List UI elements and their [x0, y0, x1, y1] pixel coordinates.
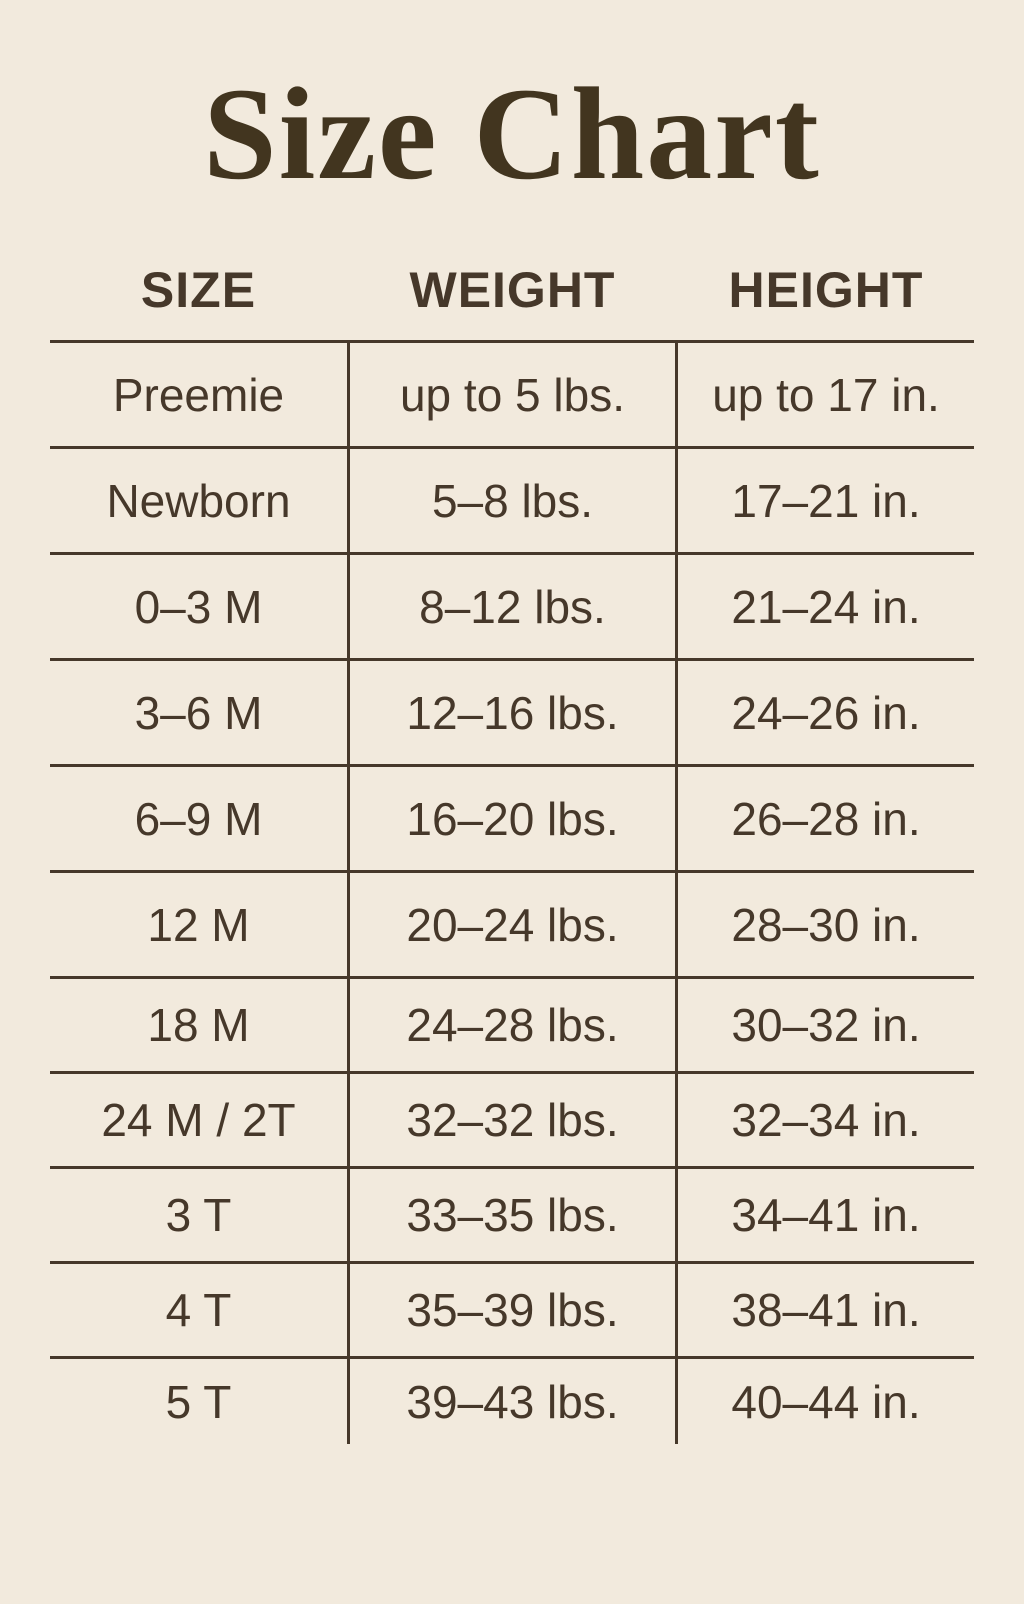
height-cell: 26–28 in. [731, 792, 921, 845]
table-row: Newborn 5–8 lbs. 17–21 in. [50, 446, 974, 552]
column-header-height: HEIGHT [728, 262, 924, 318]
size-cell: 12 M [147, 898, 250, 951]
table-row: 6–9 M 16–20 lbs. 26–28 in. [50, 764, 974, 870]
weight-cell: up to 5 lbs. [347, 343, 678, 446]
column-header-weight: WEIGHT [409, 262, 616, 318]
table-row: 3 T 33–35 lbs. 34–41 in. [50, 1166, 974, 1261]
height-cell: 28–30 in. [731, 898, 921, 951]
weight-cell: 39–43 lbs. [347, 1359, 678, 1444]
size-cell: Newborn [106, 474, 291, 527]
height-cell: 30–32 in. [731, 999, 921, 1051]
weight-cell: 24–28 lbs. [347, 979, 678, 1071]
weight-cell: 16–20 lbs. [347, 767, 678, 870]
table-body: Preemie up to 5 lbs. up to 17 in. Newbor… [50, 340, 974, 1444]
table-header-row: SIZE WEIGHT HEIGHT [50, 240, 974, 340]
height-cell: 40–44 in. [731, 1375, 921, 1428]
size-cell: 3 T [165, 1189, 232, 1241]
height-cell: 38–41 in. [731, 1284, 921, 1336]
size-cell: 3–6 M [134, 686, 263, 739]
size-cell: Preemie [112, 368, 285, 421]
table-row: 4 T 35–39 lbs. 38–41 in. [50, 1261, 974, 1356]
height-cell: 34–41 in. [731, 1189, 921, 1241]
table-row: 0–3 M 8–12 lbs. 21–24 in. [50, 552, 974, 658]
table-row: Preemie up to 5 lbs. up to 17 in. [50, 340, 974, 446]
height-cell: 21–24 in. [731, 580, 921, 633]
height-cell: 24–26 in. [731, 686, 921, 739]
table-row: 3–6 M 12–16 lbs. 24–26 in. [50, 658, 974, 764]
weight-cell: 12–16 lbs. [347, 661, 678, 764]
size-cell: 0–3 M [134, 580, 263, 633]
size-cell: 18 M [147, 999, 250, 1051]
table-row: 5 T 39–43 lbs. 40–44 in. [50, 1356, 974, 1444]
column-header-size: SIZE [140, 262, 257, 318]
size-cell: 5 T [165, 1375, 232, 1428]
size-cell: 4 T [165, 1284, 232, 1336]
size-chart-page: Size Chart SIZE WEIGHT HEIGHT Preemie up… [0, 68, 1024, 1604]
height-cell: 32–34 in. [731, 1094, 921, 1146]
table-row: 24 M / 2T 32–32 lbs. 32–34 in. [50, 1071, 974, 1166]
weight-cell: 20–24 lbs. [347, 873, 678, 976]
size-cell: 24 M / 2T [101, 1094, 296, 1146]
weight-cell: 35–39 lbs. [347, 1264, 678, 1356]
table-row: 12 M 20–24 lbs. 28–30 in. [50, 870, 974, 976]
height-cell: up to 17 in. [712, 368, 940, 421]
table-row: 18 M 24–28 lbs. 30–32 in. [50, 976, 974, 1071]
page-title: Size Chart [203, 60, 821, 207]
weight-cell: 8–12 lbs. [347, 555, 678, 658]
weight-cell: 32–32 lbs. [347, 1074, 678, 1166]
height-cell: 17–21 in. [731, 474, 921, 527]
weight-cell: 5–8 lbs. [347, 449, 678, 552]
size-cell: 6–9 M [134, 792, 263, 845]
size-table: SIZE WEIGHT HEIGHT Preemie up to 5 lbs. … [50, 240, 974, 1444]
weight-cell: 33–35 lbs. [347, 1169, 678, 1261]
